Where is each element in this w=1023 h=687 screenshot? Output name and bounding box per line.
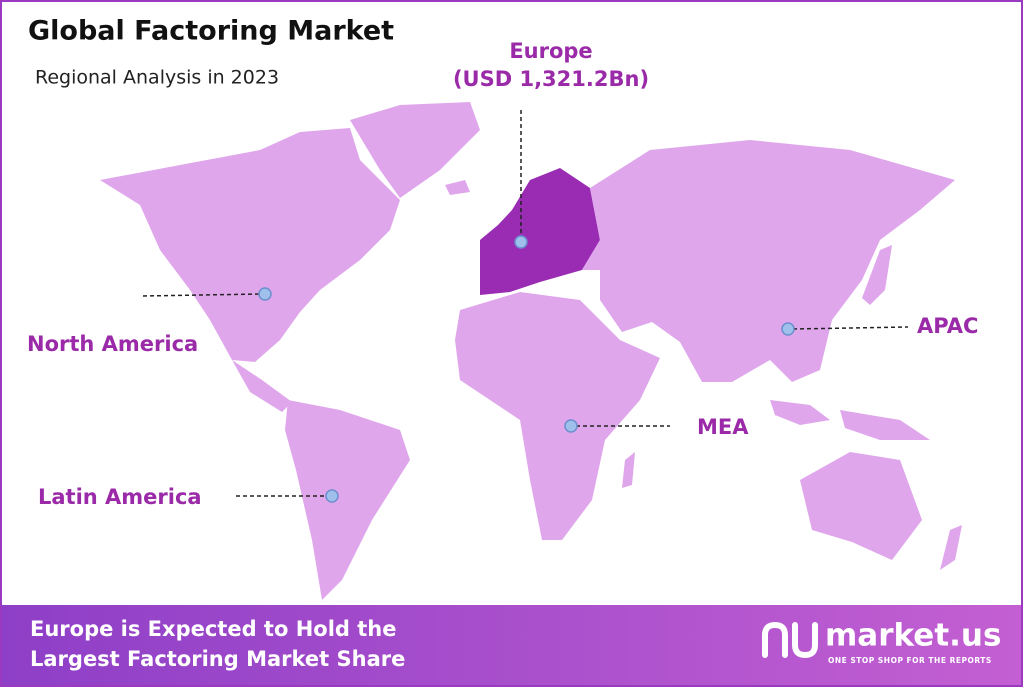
region-value: (USD 1,321.2Bn) [453,67,649,91]
japan [862,245,892,305]
australia [800,452,922,560]
tagline: ONE STOP SHOP FOR THE REPORTS [828,656,992,665]
new-zealand [940,525,962,570]
subtitle: Regional Analysis in 2023 [35,67,279,89]
indonesia [770,400,930,440]
region-marker [325,489,339,503]
leader-line [792,326,909,330]
region-label: MEA [697,415,749,439]
north-america [100,128,400,362]
world-map [100,102,962,600]
madagascar [622,452,635,488]
region-marker [781,322,795,336]
region-marker [514,235,528,249]
brand: market.us [825,618,1001,654]
leader-line [142,293,261,297]
title: Global Factoring Market [28,16,394,47]
region-label: Latin America [38,485,202,509]
africa [455,292,660,540]
asia [582,140,955,382]
greenland [350,102,480,198]
logo-icon [762,621,818,659]
iceland [445,180,470,195]
europe [480,168,600,295]
region-marker [564,419,578,433]
logo: market.us ONE STOP SHOP FOR THE REPORTS [762,618,1001,665]
footer-text: Europe is Expected to Hold the [30,617,396,641]
central-america [232,360,292,412]
footer-band [2,605,1021,685]
region-label: Europe [509,39,592,63]
footer-text: Largest Factoring Market Share [30,647,405,671]
region-label: North America [27,332,198,356]
south-america [285,400,410,600]
region-marker [258,287,272,301]
region-label: APAC [917,314,978,338]
